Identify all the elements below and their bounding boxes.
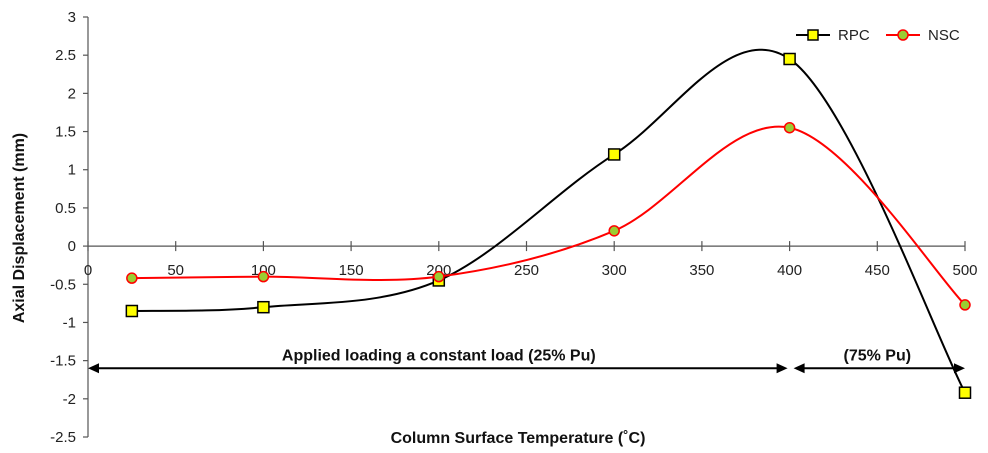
x-tick-label: 150	[339, 262, 364, 279]
x-tick-label: 350	[689, 262, 714, 279]
x-tick-label: 250	[514, 262, 539, 279]
legend-nsc-label: NSC	[928, 27, 960, 44]
annotation-label-1: Applied loading a constant load (25% Pu)	[282, 347, 596, 364]
series-layer	[125, 48, 972, 399]
y-tick-label: 2	[68, 85, 76, 102]
series-rpc-point	[607, 148, 621, 161]
y-tick-label: 0.5	[55, 200, 76, 217]
series-nsc-point	[608, 225, 620, 237]
y-tick-label: -1.5	[50, 353, 76, 370]
legend: RPC NSC	[796, 27, 960, 44]
y-tick-label: 3	[68, 9, 76, 26]
x-axis-title: Column Surface Temperature (˚C)	[391, 430, 646, 447]
series-rpc-line	[131, 48, 966, 394]
y-tick-label: -1	[63, 314, 76, 331]
y-tick-label: -0.5	[50, 276, 76, 293]
x-tick-label: 400	[777, 262, 802, 279]
annotation-arrow-1	[88, 363, 788, 374]
y-axis-title: Axial Displacement (mm)	[11, 133, 28, 323]
series-nsc-point	[433, 270, 445, 283]
series-nsc-point	[126, 272, 138, 284]
y-tick-label: 0	[68, 238, 76, 255]
axes	[83, 16, 966, 438]
x-tick-label: 100	[251, 262, 276, 279]
y-tick-label: 2.5	[55, 47, 76, 64]
series-rpc-point	[125, 304, 139, 318]
legend-nsc-marker	[897, 29, 909, 41]
tick-labels: 32.521.510.50-0.5-1-1.5-2-2.50 50 100 150 20…	[50, 9, 977, 446]
series-rpc-point	[783, 52, 796, 66]
series-nsc	[126, 121, 971, 311]
legend-rpc-label: RPC	[838, 27, 870, 44]
annotation-label-2: (75% Pu)	[844, 347, 912, 364]
x-tick-label: 0	[84, 262, 92, 279]
series-nsc-point	[959, 299, 971, 311]
y-tick-label: -2.5	[50, 429, 76, 446]
y-tick-label: 1	[68, 162, 76, 179]
annotations: Applied loading a constant load (25% Pu)…	[88, 347, 965, 374]
series-nsc-point	[783, 121, 796, 134]
y-tick-label: 1.5	[55, 124, 76, 141]
series-rpc-point	[958, 386, 972, 399]
x-tick-label: 500	[952, 262, 977, 279]
y-tick-label: -2	[63, 391, 76, 408]
x-tick-label: 50	[167, 262, 184, 279]
series-rpc-point	[257, 300, 270, 314]
x-tick-label: 450	[865, 262, 890, 279]
series-nsc-point	[257, 270, 270, 283]
legend-rpc-marker	[807, 29, 819, 41]
annotation-arrow-2	[793, 363, 965, 374]
x-tick-label: 300	[602, 262, 627, 279]
series-rpc	[125, 48, 972, 399]
